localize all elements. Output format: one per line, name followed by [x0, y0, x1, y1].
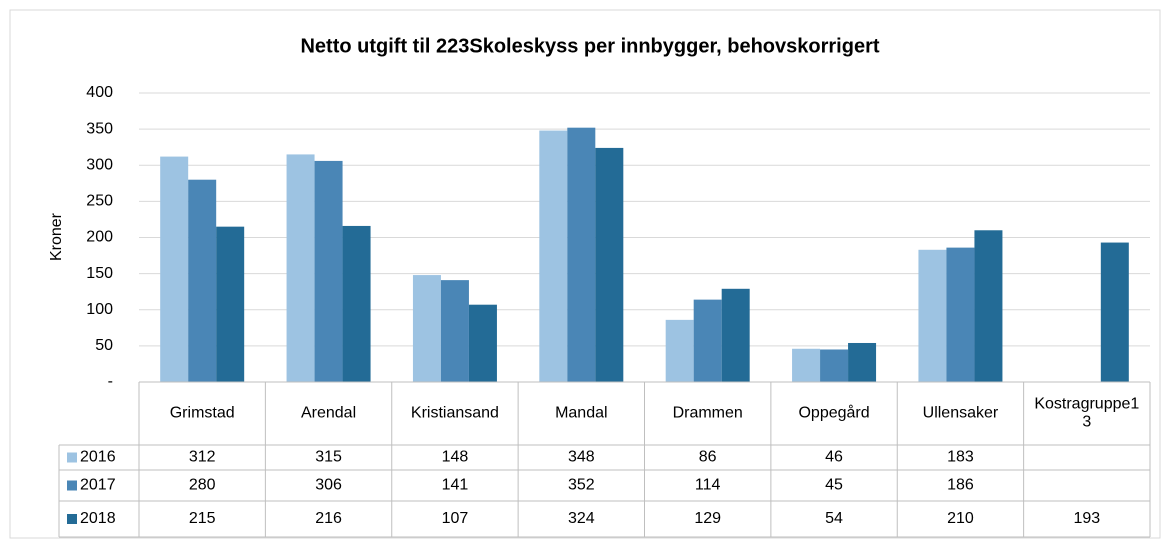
bar: [820, 349, 849, 382]
table-value: 216: [315, 510, 342, 527]
bar: [468, 304, 497, 382]
table-value: 215: [189, 510, 216, 527]
table-value: 148: [442, 449, 469, 466]
bar: [188, 179, 217, 382]
y-tick-label: 250: [86, 193, 113, 210]
y-tick-label: 350: [86, 120, 113, 137]
bar: [1100, 242, 1129, 382]
y-axis-label: Kroner: [48, 212, 65, 261]
legend-label: 2018: [80, 510, 116, 527]
bar: [665, 319, 694, 382]
legend-swatch: [67, 480, 77, 491]
bar: [595, 147, 624, 382]
table-value: 324: [568, 510, 595, 527]
legend-swatch: [67, 514, 77, 524]
table-value: 193: [1073, 510, 1100, 527]
table-value: 114: [695, 477, 721, 494]
bar: [792, 348, 821, 382]
table-value: 46: [825, 449, 843, 466]
x-tick-label: Oppegård: [798, 404, 869, 422]
x-tick-label: Ullensaker: [923, 405, 999, 422]
table-value: 348: [568, 449, 595, 466]
x-tick-label: Arendal: [301, 405, 356, 422]
bar: [160, 156, 189, 382]
table-value: 315: [315, 449, 342, 466]
legend-label: 2017: [80, 477, 116, 494]
table-value: 86: [699, 449, 717, 466]
table-value: 45: [825, 477, 843, 494]
table-value: 352: [568, 477, 595, 494]
x-tick-label: Kostragruppe1 3: [1034, 396, 1139, 431]
bar: [342, 225, 371, 382]
x-tick-label: Mandal: [555, 405, 607, 422]
table-value: 280: [189, 477, 216, 494]
table-value: 129: [694, 510, 721, 527]
x-tick-label: Drammen: [673, 405, 743, 422]
bar: [539, 130, 568, 382]
x-tick-label: Kristiansand: [411, 405, 499, 422]
y-tick-label: 150: [86, 265, 113, 282]
table-value: 210: [947, 510, 974, 527]
bar: [286, 154, 315, 382]
table-value: 306: [315, 477, 342, 494]
bar: [848, 342, 877, 382]
bar: [918, 249, 947, 382]
bar: [412, 275, 441, 382]
bar: [693, 299, 722, 382]
bar: [974, 230, 1003, 382]
table-value: 186: [947, 477, 974, 494]
table-value: 183: [947, 449, 974, 466]
chart-title: Netto utgift til 223Skoleskyss per innby…: [300, 35, 879, 57]
table-value: 107: [442, 510, 469, 527]
bar: [721, 288, 750, 382]
bar: [216, 226, 245, 382]
y-tick-label: 200: [86, 229, 113, 246]
table-value: 54: [825, 510, 843, 527]
legend-label: 2016: [80, 449, 116, 466]
bar: [440, 280, 469, 382]
legend-swatch: [67, 452, 77, 463]
table-value: 141: [442, 477, 469, 494]
y-tick-label: 400: [86, 84, 113, 101]
bar: [946, 247, 975, 382]
bar: [567, 127, 596, 383]
x-tick-label: Grimstad: [170, 405, 235, 422]
table-value: 312: [189, 449, 216, 466]
y-tick-label: 100: [86, 301, 113, 318]
y-tick-label: 50: [95, 337, 113, 354]
y-tick-label: -: [108, 373, 113, 390]
bar: [314, 160, 343, 382]
y-tick-label: 300: [86, 156, 113, 173]
